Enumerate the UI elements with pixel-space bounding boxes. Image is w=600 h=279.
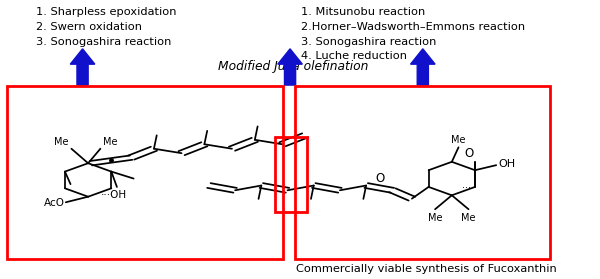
Text: 1. Mitsunobu reaction
2.Horner–Wadsworth–Emmons reaction
3. Sonogashira reaction: 1. Mitsunobu reaction 2.Horner–Wadsworth…: [301, 7, 526, 61]
Bar: [295, 86, 550, 259]
Text: AcO: AcO: [44, 198, 65, 208]
Text: O: O: [465, 146, 474, 160]
FancyArrow shape: [278, 49, 302, 85]
Text: O: O: [376, 172, 385, 185]
FancyArrow shape: [410, 49, 435, 85]
Text: Modified Julia olefination: Modified Julia olefination: [218, 61, 368, 73]
Bar: [275, 137, 307, 212]
Text: Me: Me: [451, 135, 466, 145]
Text: Me: Me: [103, 137, 118, 147]
Text: Me: Me: [54, 137, 68, 147]
Text: ···OH: ···OH: [101, 190, 127, 200]
Text: 1. Sharpless epoxidation
2. Swern oxidation
3. Sonogashira reaction: 1. Sharpless epoxidation 2. Swern oxidat…: [36, 7, 177, 47]
Text: Commercially viable synthesis of Fucoxanthin: Commercially viable synthesis of Fucoxan…: [296, 264, 556, 274]
FancyArrow shape: [70, 49, 95, 85]
Text: ····: ····: [462, 183, 474, 193]
Text: OH: OH: [499, 159, 515, 169]
Text: Me: Me: [461, 213, 476, 223]
Text: Me: Me: [428, 213, 442, 223]
Bar: [7, 86, 283, 259]
